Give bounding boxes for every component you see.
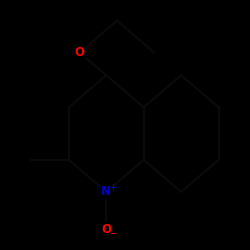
Text: O: O — [101, 223, 111, 236]
Text: +: + — [109, 182, 116, 192]
Text: O: O — [74, 46, 85, 59]
Text: N: N — [101, 186, 111, 198]
Text: −: − — [109, 229, 116, 238]
